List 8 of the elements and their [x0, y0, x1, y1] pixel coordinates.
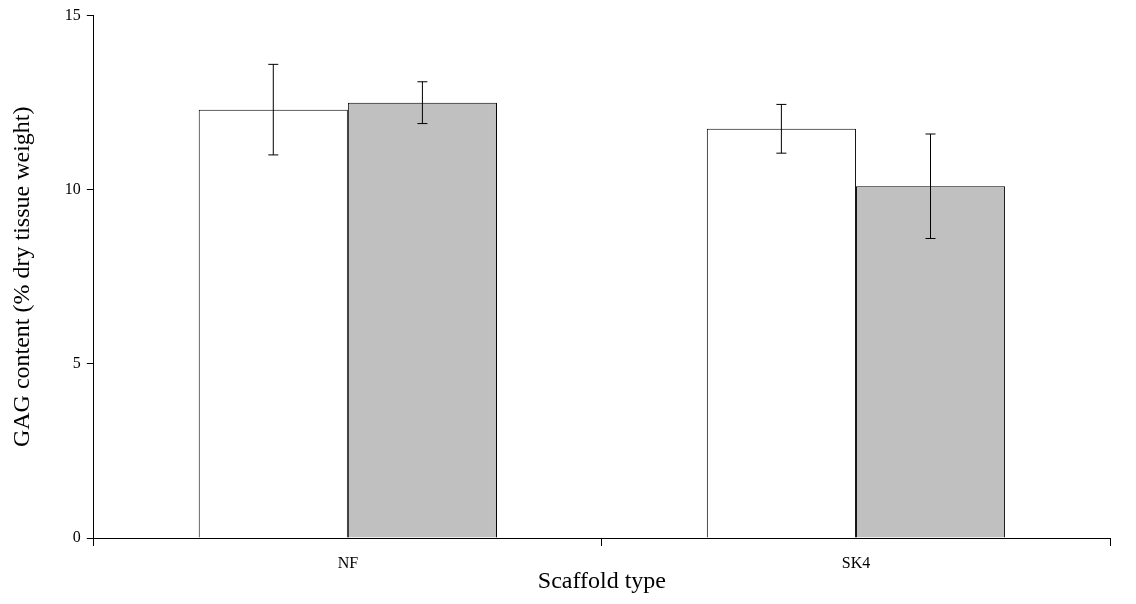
- x-tick-label: SK4: [841, 553, 871, 571]
- y-tick-label: 0: [72, 528, 81, 546]
- y-axis-title: GAG content (% dry tissue weight): [7, 106, 34, 448]
- y-tick-label: 15: [64, 5, 81, 23]
- y-tick-label: 5: [72, 354, 81, 372]
- x-tick-label: NF: [337, 553, 359, 571]
- y-tick-label: 10: [64, 179, 81, 197]
- x-axis-title: Scaffold type: [537, 566, 666, 593]
